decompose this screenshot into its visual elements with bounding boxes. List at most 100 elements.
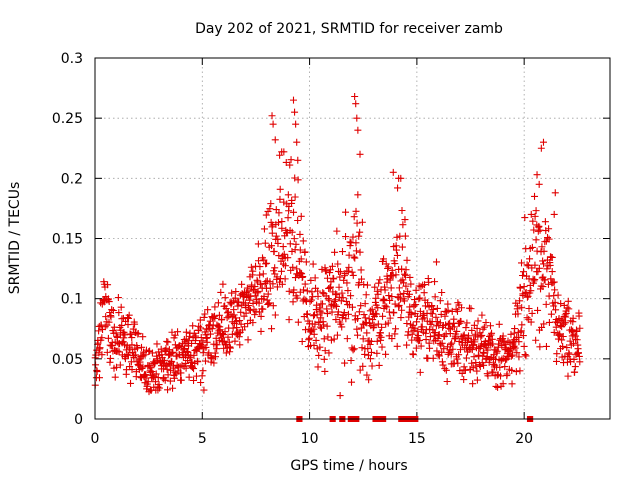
data-point <box>118 321 126 329</box>
data-point <box>204 306 212 314</box>
data-point <box>237 308 245 316</box>
data-point <box>374 290 382 298</box>
data-point <box>541 218 549 226</box>
data-point <box>306 298 314 306</box>
data-point <box>476 362 484 370</box>
data-point <box>105 298 113 306</box>
data-point <box>428 310 436 318</box>
data-point <box>501 363 509 371</box>
data-point <box>208 325 216 333</box>
data-point <box>484 346 492 354</box>
data-point <box>488 329 496 337</box>
data-point <box>385 292 393 300</box>
data-point <box>166 377 174 385</box>
data-point <box>576 324 584 332</box>
data-point <box>480 349 488 357</box>
data-point <box>563 304 571 312</box>
data-point <box>190 365 198 373</box>
data-point <box>242 309 250 317</box>
data-point <box>271 311 279 319</box>
data-point <box>318 309 326 317</box>
data-point <box>576 358 584 366</box>
data-point <box>373 310 381 318</box>
data-point <box>401 270 409 278</box>
data-point <box>319 300 327 308</box>
data-point <box>114 347 122 355</box>
data-point <box>300 286 308 294</box>
data-point <box>241 323 249 331</box>
data-point <box>342 233 350 241</box>
data-point <box>556 330 564 338</box>
data-point <box>370 321 378 329</box>
data-point <box>395 301 403 309</box>
data-point <box>474 317 482 325</box>
data-point <box>169 384 177 392</box>
data-point <box>224 333 232 341</box>
data-point <box>320 355 328 363</box>
data-point <box>335 283 343 291</box>
data-point <box>288 247 296 255</box>
data-point <box>188 363 196 371</box>
data-point <box>399 276 407 284</box>
data-point <box>308 288 316 296</box>
data-point <box>356 248 364 256</box>
data-point <box>188 339 196 347</box>
data-point <box>265 299 273 307</box>
data-point <box>270 247 278 255</box>
data-point <box>446 346 454 354</box>
data-point <box>190 351 198 359</box>
data-point <box>519 268 527 276</box>
data-point <box>448 339 456 347</box>
data-point <box>292 240 300 248</box>
data-point <box>386 296 394 304</box>
data-point <box>319 289 327 297</box>
data-point <box>391 300 399 308</box>
data-point <box>357 302 365 310</box>
data-point <box>473 324 481 332</box>
data-point <box>516 367 524 375</box>
data-point <box>381 302 389 310</box>
data-point <box>482 319 490 327</box>
data-point <box>305 336 313 344</box>
data-points <box>91 93 584 400</box>
data-point <box>539 257 547 265</box>
data-point <box>512 368 520 376</box>
data-point <box>214 299 222 307</box>
data-point <box>303 287 311 295</box>
data-point-peak <box>394 184 402 192</box>
data-point <box>408 336 416 344</box>
data-point <box>299 237 307 245</box>
data-point <box>399 221 407 229</box>
data-point <box>332 290 340 298</box>
data-point <box>262 211 270 219</box>
data-point <box>157 345 165 353</box>
data-point-peak <box>537 144 545 152</box>
data-point <box>189 322 197 330</box>
tick-labels: 0 0.05 0.1 0.15 0.2 0.25 0.3 0 5 10 15 20 <box>52 51 533 447</box>
data-point <box>571 368 579 376</box>
data-point <box>256 271 264 279</box>
data-point <box>202 334 210 342</box>
data-point <box>547 275 555 283</box>
data-point <box>562 313 570 321</box>
y-axis-label: SRMTID / TECUs <box>7 182 23 295</box>
data-point <box>496 363 504 371</box>
data-point <box>316 343 324 351</box>
data-point <box>516 284 524 292</box>
data-point <box>463 319 471 327</box>
data-point-peak <box>356 150 364 158</box>
data-point <box>404 331 412 339</box>
data-point <box>139 363 147 371</box>
data-point <box>316 307 324 315</box>
data-point <box>564 372 572 380</box>
data-point <box>468 359 476 367</box>
data-point <box>352 207 360 215</box>
data-point <box>412 301 420 309</box>
data-point <box>407 311 415 319</box>
data-point <box>310 330 318 338</box>
data-point <box>232 314 240 322</box>
data-point <box>123 351 131 359</box>
data-point <box>125 311 133 319</box>
data-point <box>444 306 452 314</box>
data-point <box>254 287 262 295</box>
